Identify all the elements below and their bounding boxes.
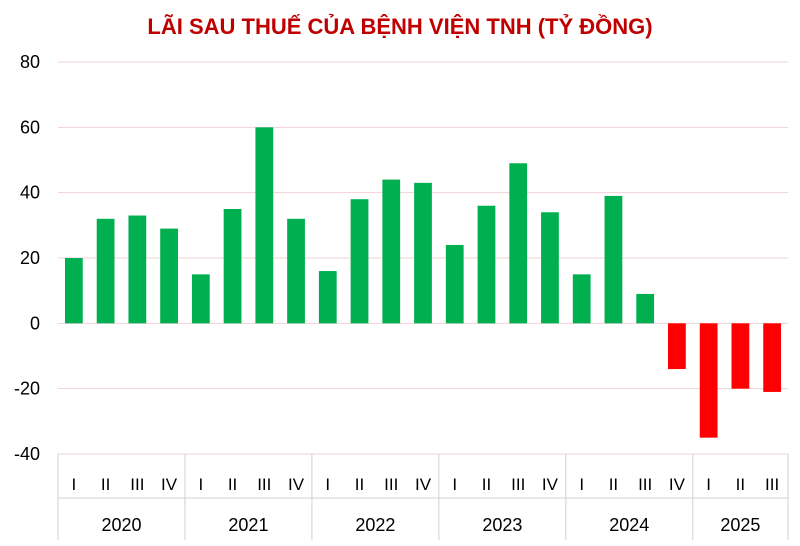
bar [509, 163, 528, 324]
quarter-label: III [765, 475, 779, 494]
year-label: 2020 [101, 515, 141, 535]
quarter-label: II [482, 475, 491, 494]
y-tick-label: 40 [20, 183, 40, 203]
quarter-label: II [609, 475, 618, 494]
bar [477, 205, 496, 324]
quarter-label: III [638, 475, 652, 494]
quarter-label: IV [288, 475, 305, 494]
quarter-label: II [101, 475, 110, 494]
bar [223, 209, 242, 324]
y-tick-label: -40 [14, 444, 40, 464]
quarter-label: II [355, 475, 364, 494]
bar [96, 218, 115, 324]
quarter-label: III [130, 475, 144, 494]
bar [731, 323, 750, 389]
bar [255, 127, 274, 324]
bar [541, 212, 559, 324]
quarter-label: I [706, 475, 711, 494]
bar [191, 274, 210, 324]
y-tick-label: -20 [14, 379, 40, 399]
bar [445, 244, 464, 324]
bar [668, 323, 686, 370]
quarter-label: IV [542, 475, 559, 494]
year-label: 2022 [355, 515, 395, 535]
quarter-label: II [228, 475, 237, 494]
quarter-label: I [579, 475, 584, 494]
quarter-label: IV [415, 475, 432, 494]
quarter-label: I [452, 475, 457, 494]
x-axis: I II III IV I II III IV I II III IV I II III IV I II III IV… [57, 454, 789, 540]
y-tick-label: 0 [30, 313, 40, 333]
bar [160, 228, 178, 324]
year-label: 2021 [228, 515, 268, 535]
year-label: 2024 [609, 515, 649, 535]
quarter-label: I [72, 475, 77, 494]
bar [414, 182, 432, 324]
bar [287, 218, 305, 324]
bar [699, 323, 718, 438]
chart-title: LÃI SAU THUẾ CỦA BỆNH VIỆN TNH (TỶ ĐỒNG) [147, 14, 652, 39]
quarter-label: I [325, 475, 330, 494]
y-tick-label: 60 [20, 117, 40, 137]
quarter-label: II [736, 475, 745, 494]
bar [382, 179, 401, 324]
bar [318, 271, 337, 324]
quarter-label: III [257, 475, 271, 494]
quarter-label: I [198, 475, 203, 494]
bars [64, 127, 782, 438]
bar [350, 199, 369, 324]
bar [64, 258, 83, 324]
y-tick-label: 20 [20, 248, 40, 268]
y-tick-label: 80 [20, 52, 40, 72]
bar [604, 195, 623, 324]
year-label: 2025 [720, 515, 760, 535]
quarter-label: IV [161, 475, 178, 494]
year-label: 2023 [482, 515, 522, 535]
quarter-label: III [511, 475, 525, 494]
bar [636, 293, 655, 324]
quarter-label: IV [669, 475, 686, 494]
y-axis-ticks: 80 60 40 20 0 -20 -40 [14, 52, 40, 464]
bar [128, 215, 147, 324]
quarter-label: III [384, 475, 398, 494]
bar [763, 323, 782, 392]
bar [572, 274, 591, 324]
